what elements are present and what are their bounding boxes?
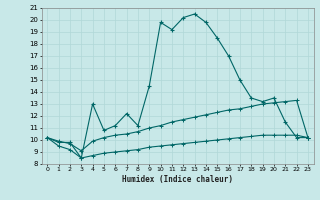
X-axis label: Humidex (Indice chaleur): Humidex (Indice chaleur) [122,175,233,184]
